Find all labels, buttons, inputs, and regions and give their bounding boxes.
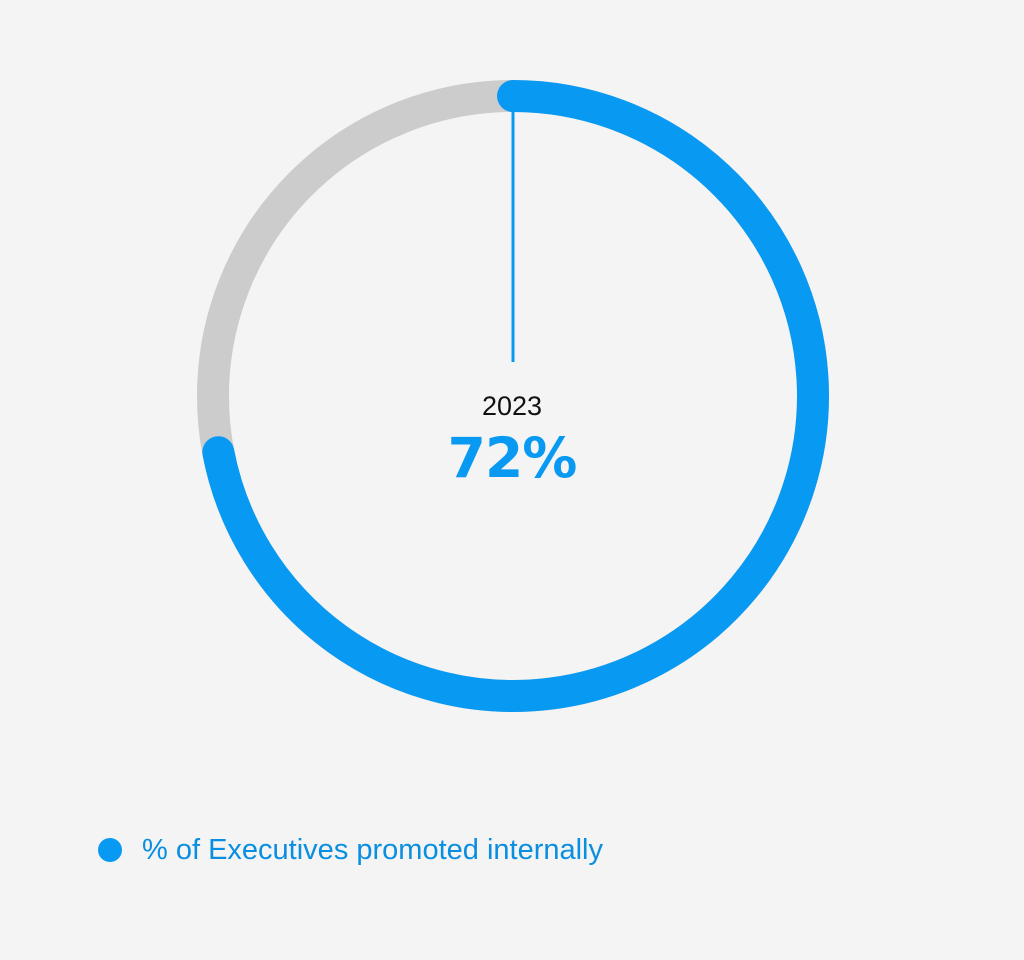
center-percent-value: 72% [447, 426, 578, 490]
legend-marker-dot [98, 838, 122, 862]
center-year-label: 2023 [481, 391, 543, 421]
donut-value-arc [202, 80, 829, 712]
legend: % of Executives promoted internally [98, 828, 603, 872]
legend-label: % of Executives promoted internally [142, 834, 603, 866]
